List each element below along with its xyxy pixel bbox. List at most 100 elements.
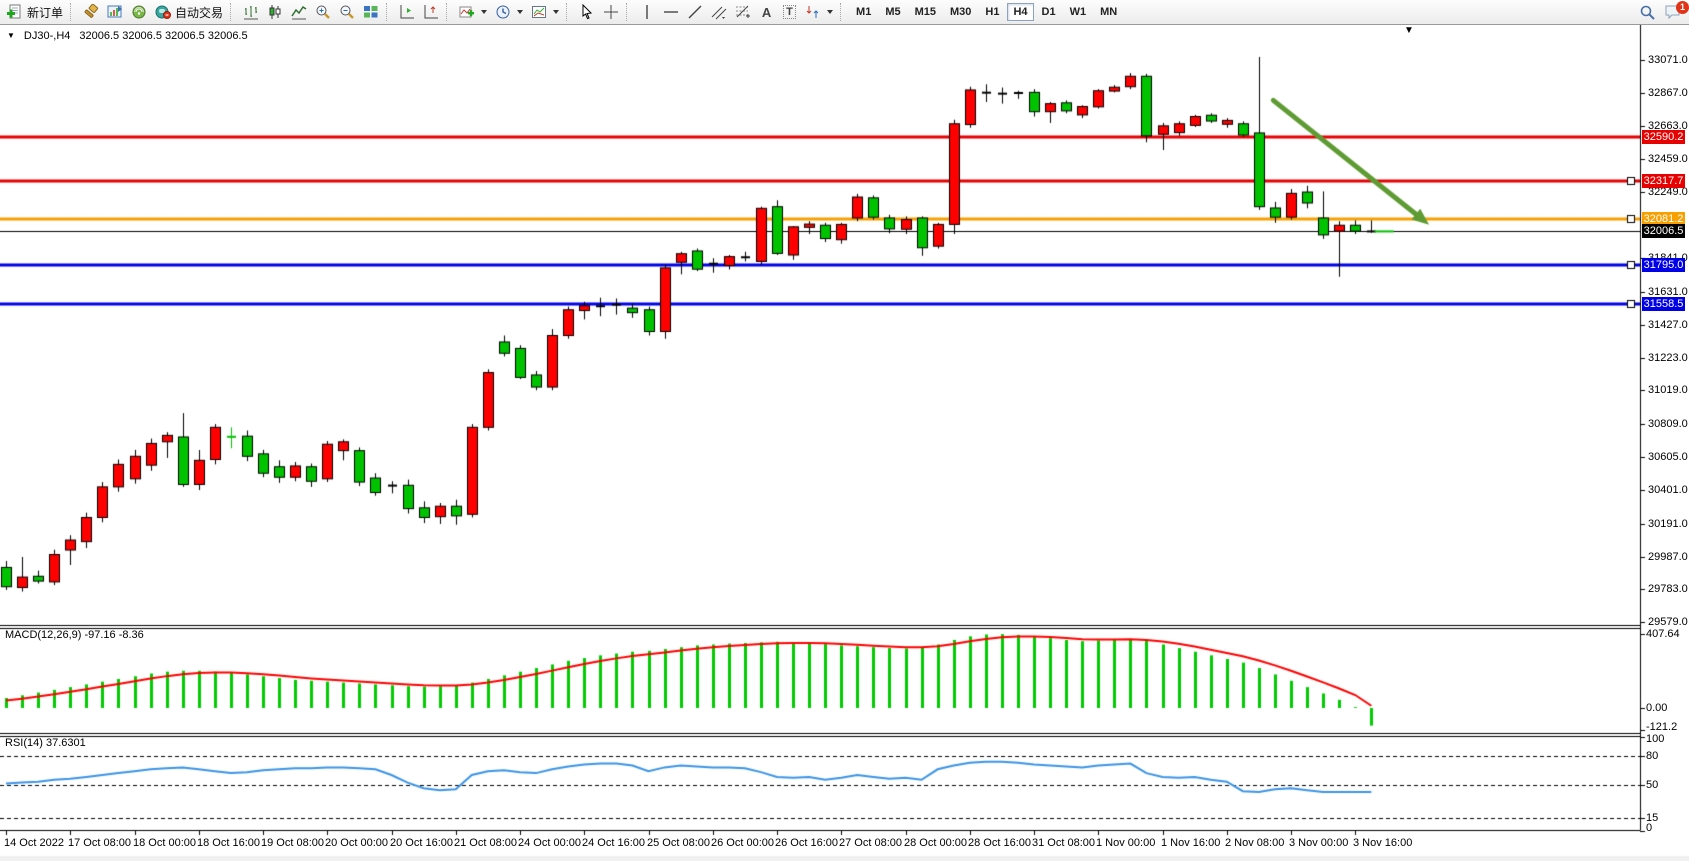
chart-canvas[interactable] xyxy=(0,25,1689,861)
bar-chart-button[interactable] xyxy=(239,2,263,23)
price-tick: 33071.0 xyxy=(1648,54,1688,66)
autotrading-icon xyxy=(155,5,172,19)
time-axis-label: 24 Oct 00:00 xyxy=(518,837,581,849)
chart-caption: ▼ DJ30-,H4 32006.5 32006.5 32006.5 32006… xyxy=(7,30,248,42)
zoom-out-button[interactable] xyxy=(335,2,359,23)
time-axis-label: 31 Oct 08:00 xyxy=(1032,837,1095,849)
time-axis-label: 2 Nov 08:00 xyxy=(1225,837,1285,849)
rsi-axis-tick: 0 xyxy=(1646,822,1653,834)
timeframe-m5[interactable]: M5 xyxy=(879,3,906,21)
vertical-line-icon xyxy=(646,5,648,19)
dropdown-caret xyxy=(827,10,834,14)
trendline-icon xyxy=(688,5,702,19)
separator xyxy=(626,3,631,21)
fibonacci-button[interactable] xyxy=(731,2,755,23)
dropdown-caret xyxy=(517,10,524,14)
publish-chart-button[interactable] xyxy=(103,2,127,23)
line-chart-icon xyxy=(291,5,307,20)
cursor-button[interactable] xyxy=(575,2,599,23)
chart-shift-marker[interactable]: ▼ xyxy=(1404,25,1414,36)
rsi-axis-tick: 100 xyxy=(1646,733,1665,745)
timeframe-h1[interactable]: H1 xyxy=(979,3,1005,21)
caption-collapse-icon[interactable]: ▼ xyxy=(7,31,15,40)
time-axis-label: 20 Oct 16:00 xyxy=(390,837,453,849)
signal-icon xyxy=(132,5,146,19)
timeframe-m15[interactable]: M15 xyxy=(909,3,942,21)
search-icon xyxy=(1640,5,1655,20)
text-tool-icon: A xyxy=(761,4,772,20)
search-button[interactable] xyxy=(1635,2,1660,23)
clock-icon xyxy=(496,5,510,19)
price-tick: 32663.0 xyxy=(1648,119,1688,132)
timeframe-mn[interactable]: MN xyxy=(1094,3,1123,21)
price-tick: 32867.0 xyxy=(1648,86,1688,99)
autotrading-button[interactable]: 自动交易 xyxy=(151,2,227,23)
chart-shift-button[interactable] xyxy=(419,2,443,23)
vertical-line-button[interactable] xyxy=(635,2,659,23)
arrows-tool-button[interactable] xyxy=(801,2,837,23)
zoom-in-icon xyxy=(316,5,330,19)
timeframe-d1[interactable]: D1 xyxy=(1036,3,1062,21)
separator xyxy=(840,3,845,21)
crosshair-button[interactable] xyxy=(599,2,623,23)
new-order-button[interactable]: 新订单 xyxy=(3,2,67,23)
chat-button[interactable]: 1 xyxy=(1660,0,1689,23)
text-label-button[interactable]: T xyxy=(778,2,801,23)
dropdown-caret xyxy=(481,10,488,14)
time-axis-label: 25 Oct 08:00 xyxy=(647,837,710,849)
timeframe-group: M1 M5 M15 M30 H1 H4 D1 W1 MN xyxy=(849,3,1124,21)
price-tick: 31019.0 xyxy=(1648,384,1688,397)
horizontal-line-icon xyxy=(664,11,679,13)
new-order-icon xyxy=(7,4,21,19)
rsi-axis-tick: 80 xyxy=(1646,750,1659,762)
templates-button[interactable] xyxy=(527,2,563,23)
auto-scroll-icon xyxy=(400,5,415,19)
text-tool-button[interactable]: A xyxy=(755,2,778,23)
rsi-axis-tick: 50 xyxy=(1646,778,1659,791)
zoom-out-icon xyxy=(340,5,354,19)
time-axis-label: 19 Oct 08:00 xyxy=(261,837,324,849)
chart-window: ▼ DJ30-,H4 32006.5 32006.5 32006.5 32006… xyxy=(0,25,1689,861)
gavel-button[interactable] xyxy=(79,2,103,23)
timeframe-h4[interactable]: H4 xyxy=(1007,3,1034,21)
trendline-button[interactable] xyxy=(683,2,707,23)
price-line-badge: 31558.5 xyxy=(1642,297,1685,311)
time-axis-label: 28 Oct 00:00 xyxy=(904,837,967,849)
time-axis-label: 3 Nov 00:00 xyxy=(1289,837,1349,849)
equidistant-channel-button[interactable] xyxy=(707,2,731,23)
autotrading-label: 自动交易 xyxy=(175,5,224,20)
periods-button[interactable] xyxy=(491,2,527,23)
price-tick: 32459.0 xyxy=(1648,152,1688,165)
timeframe-m1[interactable]: M1 xyxy=(850,3,877,21)
new-order-label: 新订单 xyxy=(27,5,64,20)
candlestick-chart-button[interactable] xyxy=(263,2,287,23)
price-tick: 29987.0 xyxy=(1648,550,1688,563)
separator xyxy=(70,3,75,21)
time-axis-label: 26 Oct 00:00 xyxy=(711,837,774,849)
separator xyxy=(386,3,391,21)
price-tick: 30191.0 xyxy=(1648,517,1688,530)
auto-scroll-button[interactable] xyxy=(395,2,419,23)
caption-symbol-period: DJ30-,H4 xyxy=(23,30,71,42)
price-tick: 30809.0 xyxy=(1648,418,1688,431)
time-axis-label: 3 Nov 16:00 xyxy=(1353,837,1413,849)
signal-button[interactable] xyxy=(127,2,151,23)
time-axis-label: 18 Oct 16:00 xyxy=(197,837,260,849)
chart-shift-icon xyxy=(424,5,439,19)
time-axis-label: 20 Oct 00:00 xyxy=(325,837,388,849)
macd-axis-tick: -121.2 xyxy=(1646,721,1678,733)
horizontal-line-button[interactable] xyxy=(659,2,683,23)
line-chart-button[interactable] xyxy=(287,2,311,23)
tile-windows-button[interactable] xyxy=(359,2,383,23)
timeframe-w1[interactable]: W1 xyxy=(1064,3,1093,21)
price-tick: 31631.0 xyxy=(1648,285,1688,298)
candlestick-chart-icon xyxy=(269,5,281,19)
indicators-button[interactable] xyxy=(455,2,491,23)
crosshair-icon xyxy=(604,5,619,19)
zoom-in-button[interactable] xyxy=(311,2,335,23)
time-axis-label: 17 Oct 08:00 xyxy=(68,837,131,849)
publish-chart-icon xyxy=(107,5,123,18)
time-axis-label: 26 Oct 16:00 xyxy=(775,837,838,849)
timeframe-m30[interactable]: M30 xyxy=(944,3,977,21)
separator xyxy=(566,3,571,21)
